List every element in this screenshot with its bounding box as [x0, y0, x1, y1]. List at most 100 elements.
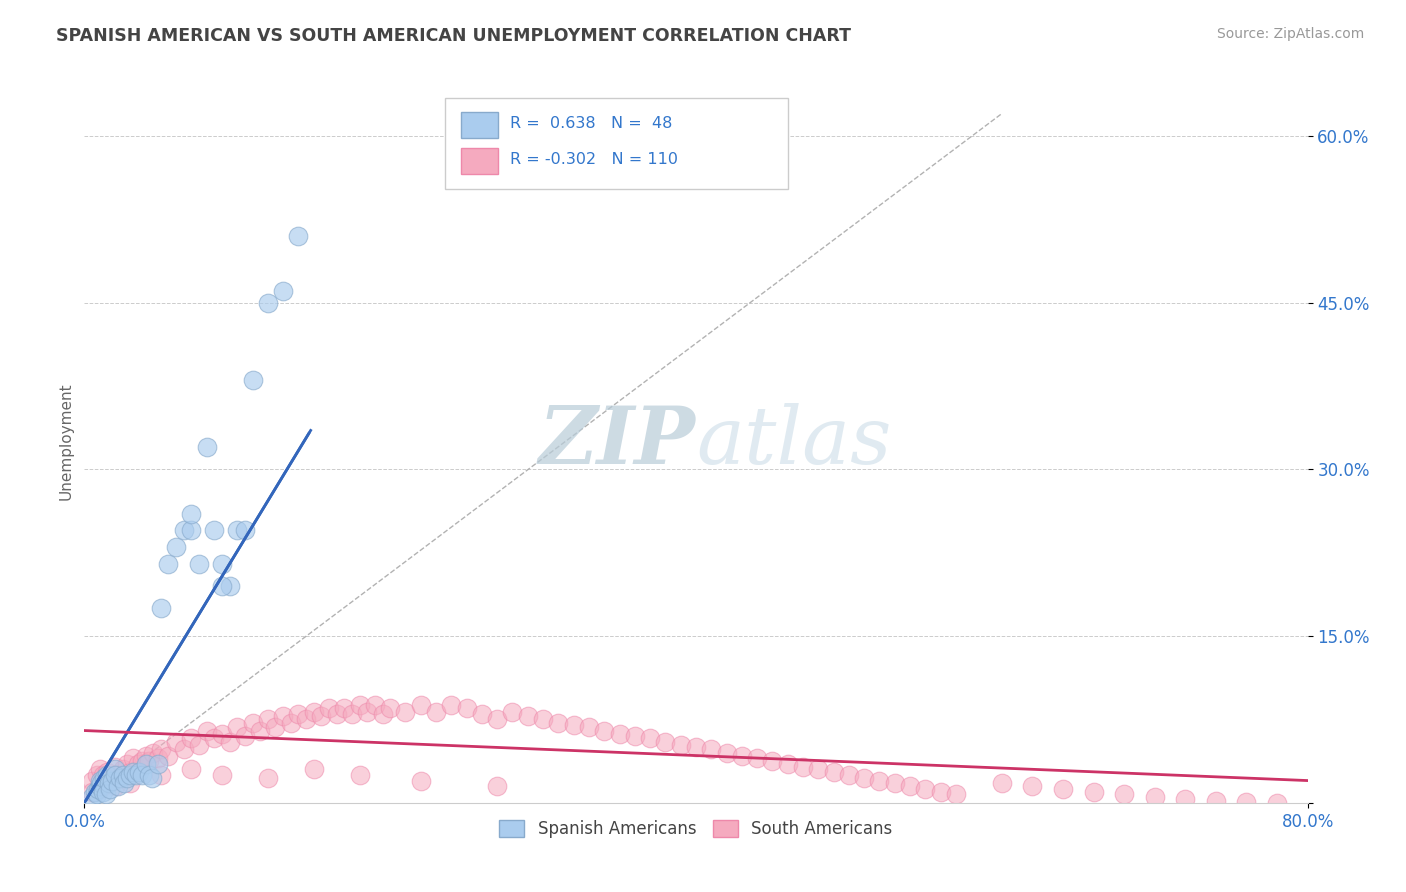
Text: atlas: atlas — [696, 403, 891, 480]
Point — [115, 772, 138, 786]
Point — [1083, 785, 1105, 799]
Point — [547, 715, 569, 730]
Point — [333, 701, 356, 715]
Point — [122, 751, 145, 765]
Point — [311, 709, 333, 723]
Point — [226, 720, 249, 734]
Point — [1265, 796, 1288, 810]
Point — [80, 790, 103, 805]
Point — [340, 706, 363, 721]
Point — [195, 723, 218, 738]
Point — [1143, 790, 1166, 805]
Text: R = -0.302   N = 110: R = -0.302 N = 110 — [510, 153, 678, 168]
Point — [202, 524, 225, 538]
Point — [180, 507, 202, 521]
Text: Source: ZipAtlas.com: Source: ZipAtlas.com — [1216, 27, 1364, 41]
Text: ZIP: ZIP — [538, 403, 696, 480]
Point — [138, 768, 160, 782]
FancyBboxPatch shape — [461, 148, 498, 174]
Point — [90, 776, 112, 790]
Point — [486, 713, 509, 727]
Point — [486, 779, 509, 793]
Point — [716, 746, 738, 760]
Point — [838, 768, 860, 782]
Point — [325, 706, 347, 721]
Point — [747, 751, 769, 765]
Point — [125, 768, 148, 782]
Point — [218, 734, 240, 748]
Point — [233, 524, 256, 538]
Point — [120, 764, 142, 779]
Point — [425, 705, 447, 719]
Point — [242, 373, 264, 387]
Point — [792, 760, 814, 774]
Point — [731, 749, 754, 764]
Point — [96, 764, 118, 779]
Point — [249, 723, 271, 738]
Point — [141, 772, 163, 786]
Point — [107, 779, 129, 793]
Point — [104, 768, 127, 782]
Point — [165, 540, 187, 554]
Point — [807, 763, 830, 777]
Point — [349, 768, 371, 782]
Point — [295, 713, 318, 727]
Point — [149, 601, 172, 615]
Point — [101, 772, 124, 786]
Point — [211, 579, 233, 593]
Point — [91, 768, 114, 782]
Legend: Spanish Americans, South Americans: Spanish Americans, South Americans — [492, 814, 900, 845]
Point — [135, 756, 157, 771]
Point — [264, 720, 287, 734]
Point — [349, 698, 371, 712]
Point — [195, 440, 218, 454]
Point — [86, 768, 108, 782]
Point — [146, 751, 169, 765]
Point — [356, 705, 378, 719]
FancyBboxPatch shape — [446, 98, 787, 189]
Point — [471, 706, 494, 721]
Point — [233, 729, 256, 743]
Point — [135, 749, 157, 764]
Point — [98, 782, 121, 797]
Point — [211, 727, 233, 741]
Point — [380, 701, 402, 715]
Point — [578, 720, 600, 734]
Point — [394, 705, 416, 719]
Point — [364, 698, 387, 712]
Point — [89, 782, 111, 797]
Point — [1236, 795, 1258, 809]
Point — [180, 731, 202, 746]
Point — [87, 782, 110, 797]
Point — [624, 729, 647, 743]
Point — [80, 773, 103, 788]
Point — [84, 785, 107, 799]
Point — [96, 768, 118, 782]
Point — [131, 754, 153, 768]
Y-axis label: Unemployment: Unemployment — [58, 383, 73, 500]
Point — [929, 785, 952, 799]
Text: SPANISH AMERICAN VS SOUTH AMERICAN UNEMPLOYMENT CORRELATION CHART: SPANISH AMERICAN VS SOUTH AMERICAN UNEMP… — [56, 27, 851, 45]
Point — [94, 787, 117, 801]
Point — [188, 738, 211, 752]
Point — [120, 768, 142, 782]
Point — [271, 709, 294, 723]
Point — [869, 773, 891, 788]
Point — [609, 727, 631, 741]
Point — [685, 740, 707, 755]
Point — [440, 698, 463, 712]
Point — [97, 776, 120, 790]
Point — [638, 731, 661, 746]
FancyBboxPatch shape — [461, 112, 498, 138]
Point — [146, 756, 169, 771]
Point — [409, 773, 432, 788]
Point — [853, 772, 876, 786]
Point — [180, 763, 202, 777]
Point — [128, 764, 150, 779]
Point — [593, 723, 616, 738]
Point — [1174, 792, 1197, 806]
Point — [120, 776, 142, 790]
Point — [502, 705, 524, 719]
Point — [945, 787, 967, 801]
Point — [180, 524, 202, 538]
